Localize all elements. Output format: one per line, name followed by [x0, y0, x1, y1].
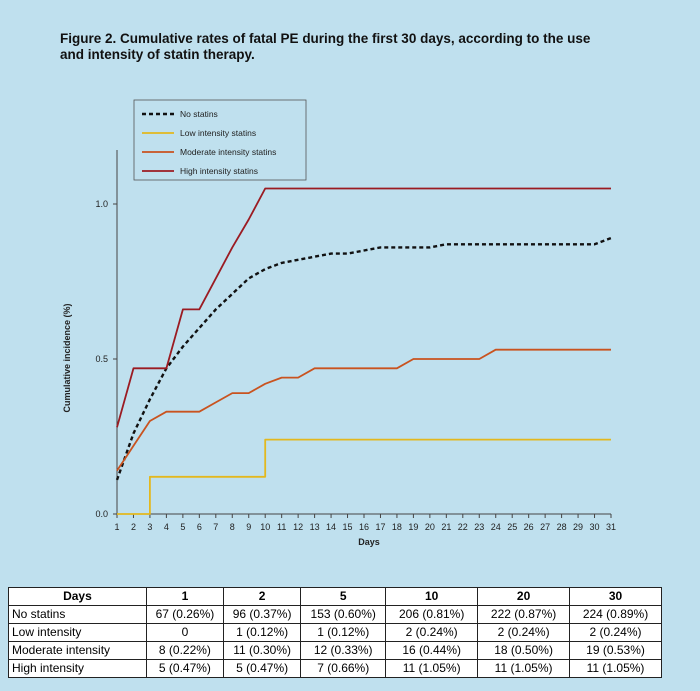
x-tick-label: 26 — [524, 522, 534, 532]
table-header-cell: 2 — [223, 587, 302, 606]
table-header-cell: 30 — [569, 587, 662, 606]
x-tick-label: 2 — [131, 522, 136, 532]
legend-box — [133, 99, 307, 181]
legend-label: Moderate intensity statins — [180, 147, 276, 157]
x-tick-label: 17 — [375, 522, 385, 532]
x-tick-label: 18 — [392, 522, 402, 532]
cumulative-incidence-chart: 0.00.51.01 2 3 4 5 6 7 8 9 10 11 12 13 14 15 16 17 18 19 20… — [62, 99, 616, 547]
x-tick-label: 6 — [197, 522, 202, 532]
table-cell: 2 (0.24%) — [569, 623, 662, 642]
table-cell: 206 (0.81%) — [385, 605, 479, 624]
x-tick-label: 16 — [359, 522, 369, 532]
legend-label: High intensity statins — [180, 166, 258, 176]
table-header-cell: 20 — [477, 587, 571, 606]
x-tick-label: 1 — [114, 522, 119, 532]
figure-title-line2: and intensity of statin therapy. — [60, 47, 255, 62]
x-tick-label: 21 — [441, 522, 451, 532]
x-tick-label: 25 — [507, 522, 517, 532]
series-line-3 — [116, 187, 611, 428]
figure-title: Figure 2. Cumulative rates of fatal PE d… — [60, 31, 640, 63]
table-header-cell: Days — [8, 587, 147, 606]
table-cell: 5 (0.47%) — [223, 659, 302, 678]
legend-label: Low intensity statins — [180, 128, 256, 138]
series-line-1 — [117, 438, 611, 515]
table-cell: 0 — [145, 623, 225, 642]
table-cell: 2 (0.24%) — [385, 623, 479, 642]
x-tick-label: 19 — [408, 522, 418, 532]
x-tick-label: 4 — [164, 522, 169, 532]
row-label: Low intensity — [8, 623, 147, 642]
table-cell: 8 (0.22%) — [145, 641, 225, 660]
x-tick-label: 14 — [326, 522, 336, 532]
y-axis-label: Cumulative incidence (%) — [62, 303, 72, 412]
table-cell: 18 (0.50%) — [477, 641, 571, 660]
y-tick-label: 0.5 — [95, 354, 108, 364]
x-tick-label: 23 — [474, 522, 484, 532]
table-row: High intensity 5 (0.47%) 5 (0.47%) 7 (0.… — [8, 659, 662, 678]
table-header-cell: 5 — [300, 587, 387, 606]
table-cell: 7 (0.66%) — [300, 659, 387, 678]
x-tick-label: 15 — [343, 522, 353, 532]
table-cell: 153 (0.60%) — [300, 605, 387, 624]
table-cell: 224 (0.89%) — [569, 605, 662, 624]
figure-title-line1: Figure 2. Cumulative rates of fatal PE d… — [60, 31, 591, 46]
x-tick-label: 8 — [230, 522, 235, 532]
x-axis-label: Days — [358, 537, 380, 547]
series-line-2 — [116, 348, 611, 472]
table-cell: 11 (1.05%) — [477, 659, 571, 678]
table-header-cell: 10 — [385, 587, 479, 606]
table-cell: 67 (0.26%) — [145, 605, 225, 624]
table-cell: 16 (0.44%) — [385, 641, 479, 660]
table-header-cell: 1 — [145, 587, 225, 606]
x-tick-label: 5 — [180, 522, 185, 532]
table-cell: 19 (0.53%) — [569, 641, 662, 660]
y-tick-label: 0.0 — [95, 509, 108, 519]
x-tick-label: 22 — [458, 522, 468, 532]
table-cell: 2 (0.24%) — [477, 623, 571, 642]
row-label: High intensity — [8, 659, 147, 678]
series-line-0 — [115, 236, 612, 481]
x-tick-label: 28 — [557, 522, 567, 532]
row-label: Moderate intensity — [8, 641, 147, 660]
table-cell: 5 (0.47%) — [145, 659, 225, 678]
x-tick-label: 20 — [425, 522, 435, 532]
x-tick-label: 11 — [277, 522, 286, 532]
counts-table: Days 1 2 5 10 20 30 No statins 67 (0.26%… — [8, 587, 662, 678]
x-tick-label: 12 — [293, 522, 303, 532]
x-tick-label: 27 — [540, 522, 550, 532]
table-row: No statins 67 (0.26%) 96 (0.37%) 153 (0.… — [8, 605, 662, 624]
table-cell: 96 (0.37%) — [223, 605, 302, 624]
table-cell: 1 (0.12%) — [223, 623, 302, 642]
table-row: Low intensity 0 1 (0.12%) 1 (0.12%) 2 (0… — [8, 623, 662, 642]
x-tick-label: 10 — [260, 522, 270, 532]
table-cell: 11 (1.05%) — [569, 659, 662, 678]
x-tick-label: 3 — [147, 522, 152, 532]
x-tick-label: 7 — [213, 522, 218, 532]
y-tick-label: 1.0 — [95, 199, 108, 209]
table-cell: 11 (1.05%) — [385, 659, 479, 678]
table-cell: 12 (0.33%) — [300, 641, 387, 660]
x-tick-label: 9 — [246, 522, 251, 532]
table-header-row: Days 1 2 5 10 20 30 — [8, 587, 662, 606]
table-cell: 222 (0.87%) — [477, 605, 571, 624]
x-tick-label: 31 — [606, 522, 616, 532]
x-tick-label: 30 — [590, 522, 600, 532]
row-label: No statins — [8, 605, 147, 624]
legend-label: No statins — [180, 109, 218, 119]
x-tick-label: 29 — [573, 522, 583, 532]
table-cell: 1 (0.12%) — [300, 623, 387, 642]
x-tick-label: 24 — [491, 522, 501, 532]
table-row: Moderate intensity 8 (0.22%) 11 (0.30%) … — [8, 641, 662, 660]
table-cell: 11 (0.30%) — [223, 641, 302, 660]
chart-area: 0.0 0.5 1.0 1 2 3 4 5 6 7 8 9 10 11 12 13 14 15 16 17 18 19 20… — [62, 99, 616, 547]
x-tick-label: 13 — [310, 522, 320, 532]
